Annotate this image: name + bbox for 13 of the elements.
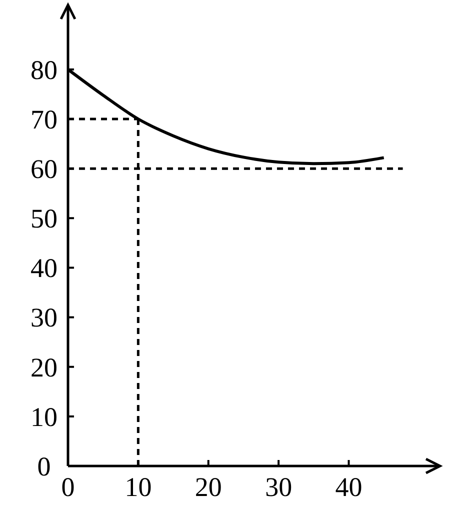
y-tick-label: 80 (30, 54, 58, 85)
y-tick-label: 0 (37, 451, 51, 482)
x-tick-label: 30 (265, 472, 292, 502)
y-tick-label: 10 (30, 402, 58, 432)
y-tick-label: 40 (30, 253, 58, 284)
y-tick-label: 30 (30, 302, 58, 333)
x-tick-label: 10 (124, 472, 152, 502)
y-tick-label: 70 (30, 104, 58, 134)
y-tick-label: 50 (30, 204, 58, 234)
x-tick-label: 40 (335, 472, 362, 502)
y-tick-label: 60 (30, 154, 58, 184)
x-tick-label: 20 (194, 472, 222, 502)
y-tick-label: 20 (30, 352, 58, 382)
